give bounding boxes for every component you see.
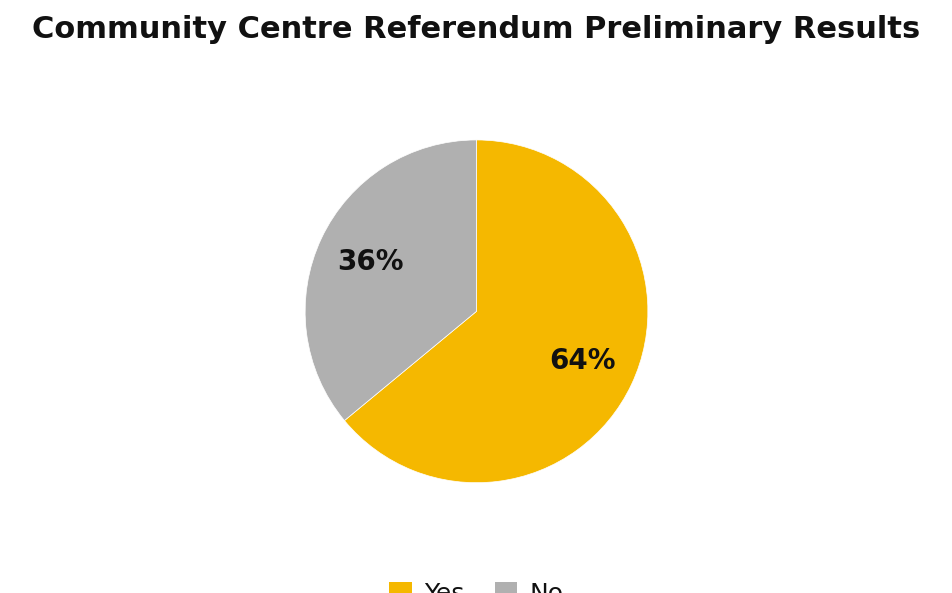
Legend: Yes, No: Yes, No [379, 572, 573, 593]
Wedge shape [305, 140, 476, 420]
Title: Community Centre Referendum Preliminary Results: Community Centre Referendum Preliminary … [32, 15, 920, 44]
Wedge shape [344, 140, 647, 483]
Text: 64%: 64% [548, 347, 615, 375]
Text: 36%: 36% [337, 247, 404, 276]
